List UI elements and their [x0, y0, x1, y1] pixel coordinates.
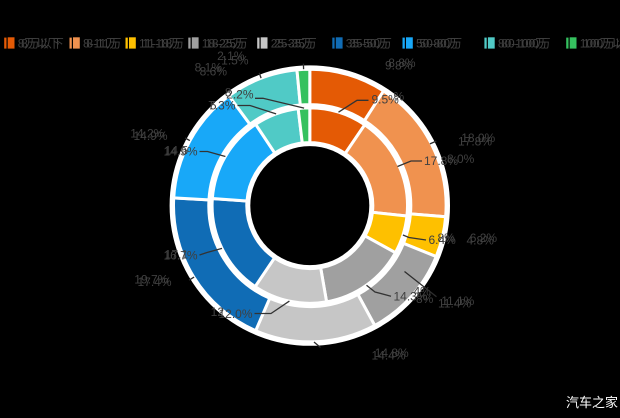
svg-text:8-11万: 8-11万: [86, 37, 121, 51]
svg-text:100万以上: 100万以上: [583, 37, 620, 51]
svg-text:11-18万: 11-18万: [139, 37, 181, 51]
svg-text:7.3%: 7.3%: [208, 99, 236, 113]
svg-text:9.8%: 9.8%: [385, 59, 413, 73]
svg-text:8%: 8%: [438, 231, 456, 245]
svg-text:80-100万: 80-100万: [501, 37, 550, 51]
svg-text:汽车之家: 汽车之家: [566, 395, 618, 410]
svg-text:4.8%: 4.8%: [467, 234, 495, 248]
svg-text:17.8%: 17.8%: [458, 135, 492, 149]
svg-text:8-11万: 8-11万: [83, 37, 118, 51]
svg-text:%: %: [394, 90, 405, 104]
svg-text:8: 8: [225, 86, 232, 100]
svg-text:100万以上: 100万以上: [580, 37, 620, 51]
svg-text:14.8%: 14.8%: [375, 346, 409, 360]
svg-text:6.4%: 6.4%: [429, 233, 457, 247]
svg-text:17.4%: 17.4%: [137, 275, 171, 289]
svg-text:18.0%: 18.0%: [461, 131, 495, 145]
svg-text:17.1: 17.1: [165, 247, 189, 261]
svg-text:6.2%: 6.2%: [470, 231, 498, 245]
svg-text:18-25万: 18-25万: [202, 37, 245, 51]
svg-text:8.1%: 8.1%: [195, 61, 223, 75]
svg-text:5: 5: [210, 99, 217, 113]
svg-text:14.5: 14.5: [165, 144, 189, 158]
svg-text:80-100万: 80-100万: [498, 37, 547, 51]
svg-text:2.2%: 2.2%: [226, 88, 254, 102]
svg-text:16.7%: 16.7%: [163, 248, 197, 262]
svg-text:14.3%: 14.3%: [394, 289, 428, 303]
svg-text:25-35万: 25-35万: [274, 37, 317, 51]
svg-text:19.7%: 19.7%: [134, 272, 168, 286]
svg-text:14.9%: 14.9%: [163, 145, 197, 159]
svg-text:8.6%: 8.6%: [200, 65, 228, 79]
svg-text:14.9%: 14.9%: [133, 129, 167, 143]
svg-text:2.1%: 2.1%: [217, 49, 245, 63]
svg-text:8.0%: 8.0%: [447, 152, 475, 166]
svg-text:50-80万: 50-80万: [416, 37, 459, 51]
svg-text:35-50万: 35-50万: [349, 37, 392, 51]
svg-text:1.5%: 1.5%: [221, 54, 249, 68]
svg-text:14.4%: 14.4%: [372, 349, 406, 363]
svg-text:8.8%: 8.8%: [388, 56, 416, 70]
svg-text:50-80万: 50-80万: [419, 37, 462, 51]
svg-text:12: 12: [211, 305, 225, 319]
svg-text:12.0%: 12.0%: [218, 307, 252, 321]
svg-text:8万以下: 8万以下: [21, 37, 64, 51]
svg-text:11.4%: 11.4%: [438, 297, 471, 311]
svg-text:4%: 4%: [414, 285, 432, 299]
svg-text:8%: 8%: [416, 292, 434, 306]
svg-text:35-50万: 35-50万: [346, 37, 389, 51]
svg-text:11.1%: 11.1%: [441, 294, 474, 308]
svg-text:17.8%: 17.8%: [424, 154, 458, 168]
svg-text:8万以下: 8万以下: [18, 37, 61, 51]
svg-text:25-35万: 25-35万: [271, 37, 314, 51]
svg-text:18-25万: 18-25万: [205, 37, 248, 51]
svg-text:9.5%: 9.5%: [372, 93, 400, 107]
svg-text:11-18万: 11-18万: [142, 37, 184, 51]
svg-text:14.2%: 14.2%: [130, 126, 164, 140]
